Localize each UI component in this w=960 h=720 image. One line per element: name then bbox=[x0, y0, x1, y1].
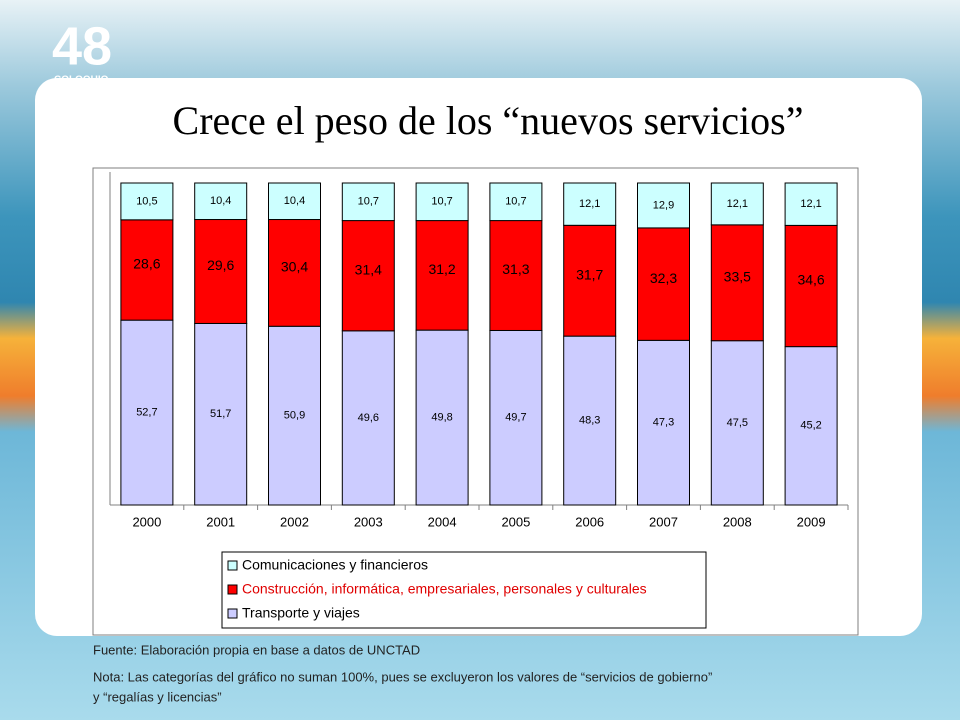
legend-label: Transporte y viajes bbox=[242, 605, 360, 621]
bar-segment bbox=[710, 182, 764, 226]
legend-label: Comunicaciones y financieros bbox=[242, 557, 428, 573]
data-label: 10,4 bbox=[284, 195, 305, 207]
bar-segment bbox=[268, 182, 321, 221]
logo-text: ANUAL bbox=[54, 84, 103, 100]
legend-label: Construcción, informática, empresariales… bbox=[242, 581, 647, 597]
bar-segment bbox=[489, 329, 543, 506]
legend-swatch bbox=[227, 608, 238, 619]
data-label: 49,7 bbox=[505, 412, 526, 424]
x-tick-label: 2004 bbox=[428, 514, 457, 529]
legend-swatch bbox=[227, 584, 238, 595]
bar-segment bbox=[415, 182, 469, 222]
data-label: 12,9 bbox=[653, 199, 674, 211]
chart-title: Crece el peso de los “nuevos servicios” bbox=[173, 98, 804, 143]
data-label: 31,2 bbox=[428, 261, 455, 277]
bar-segment bbox=[784, 346, 838, 506]
x-tick-label: 2000 bbox=[132, 514, 161, 529]
logo: 48 COLOQUIO ANUAL idea bbox=[52, 16, 112, 126]
data-label: 49,8 bbox=[431, 411, 452, 423]
bar-segment bbox=[120, 182, 174, 221]
bar-segment bbox=[194, 219, 248, 324]
data-label: 29,6 bbox=[207, 257, 234, 273]
x-tick-label: 2008 bbox=[723, 514, 752, 529]
data-label: 45,2 bbox=[800, 420, 821, 432]
logo-number: 48 bbox=[52, 16, 112, 76]
bar-segment bbox=[710, 340, 764, 506]
data-label: 34,6 bbox=[797, 272, 824, 288]
data-label: 10,5 bbox=[136, 195, 157, 207]
data-label: 52,7 bbox=[136, 406, 157, 418]
bar-segment bbox=[341, 220, 395, 332]
bar-segment bbox=[637, 227, 690, 341]
data-label: 10,7 bbox=[431, 196, 452, 208]
bar-segment bbox=[563, 335, 617, 506]
data-label: 10,7 bbox=[505, 196, 526, 208]
bar-segment bbox=[563, 182, 617, 226]
bar-segment bbox=[784, 182, 838, 226]
data-label: 32,3 bbox=[650, 270, 677, 286]
data-label: 31,4 bbox=[355, 261, 382, 277]
bar-segment bbox=[120, 319, 174, 506]
data-label: 28,6 bbox=[133, 256, 160, 272]
data-label: 31,7 bbox=[576, 266, 603, 282]
data-label: 48,3 bbox=[579, 414, 600, 426]
bar-segment bbox=[637, 339, 690, 506]
x-tick-label: 2009 bbox=[797, 514, 826, 529]
data-label: 12,1 bbox=[727, 198, 748, 210]
source: Fuente: Elaboración propia en base a dat… bbox=[93, 642, 420, 657]
data-label: 31,3 bbox=[502, 261, 529, 277]
bar-segment bbox=[415, 329, 469, 506]
bar-segment bbox=[194, 322, 248, 506]
bar-segment bbox=[268, 219, 321, 327]
logo-brand: idea bbox=[54, 99, 103, 126]
data-label: 47,5 bbox=[727, 417, 748, 429]
x-tick-label: 2006 bbox=[575, 514, 604, 529]
data-label: 12,1 bbox=[800, 198, 821, 210]
data-label: 12,1 bbox=[579, 198, 600, 210]
x-tick-label: 2003 bbox=[354, 514, 383, 529]
bar-segment bbox=[268, 325, 321, 506]
bar-segment bbox=[489, 220, 543, 331]
data-label: 50,9 bbox=[284, 410, 305, 422]
bar-segment bbox=[194, 182, 248, 221]
logo-text: COLOQUIO bbox=[54, 75, 109, 86]
x-tick-label: 2007 bbox=[649, 514, 678, 529]
legend-swatch bbox=[227, 560, 238, 571]
bar-segment bbox=[563, 224, 617, 337]
note: y “regalías y licencias” bbox=[93, 689, 222, 704]
data-label: 49,6 bbox=[358, 412, 379, 424]
data-label: 30,4 bbox=[281, 259, 308, 275]
x-tick-label: 2001 bbox=[206, 514, 235, 529]
note: Nota: Las categorías del gráfico no suma… bbox=[93, 669, 712, 684]
bar-segment bbox=[341, 182, 395, 222]
data-label: 10,7 bbox=[358, 196, 379, 208]
data-label: 47,3 bbox=[653, 417, 674, 429]
legend bbox=[221, 551, 707, 629]
bar-segment bbox=[637, 182, 690, 229]
bar-segment bbox=[489, 182, 543, 222]
data-label: 51,7 bbox=[210, 408, 231, 420]
x-tick-label: 2002 bbox=[280, 514, 309, 529]
bar-segment bbox=[341, 330, 395, 506]
data-label: 33,5 bbox=[724, 268, 751, 284]
bar-segment bbox=[120, 219, 174, 321]
data-label: 10,4 bbox=[210, 195, 231, 207]
x-tick-label: 2005 bbox=[501, 514, 530, 529]
